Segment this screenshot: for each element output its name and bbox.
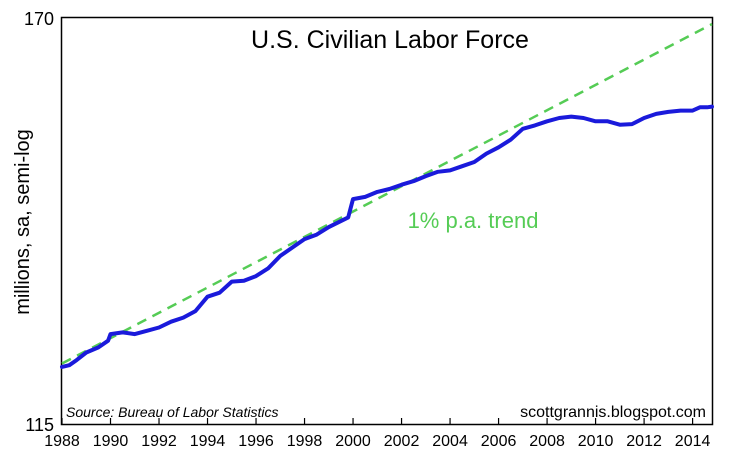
x-tick-label: 1996: [238, 433, 274, 450]
y-tick-label: 115: [25, 415, 54, 435]
x-tick-label: 2010: [578, 433, 614, 450]
x-tick-label: 1990: [93, 433, 129, 450]
x-tick-label: 2008: [529, 433, 565, 450]
x-tick-label: 1994: [190, 433, 226, 450]
x-tick-label: 2006: [481, 433, 517, 450]
x-tick-label: 2002: [384, 433, 420, 450]
labor-force-line: [60, 104, 714, 369]
x-tick-label: 2012: [626, 433, 662, 450]
y-axis: 115 170: [24, 9, 54, 435]
source-note: Source: Bureau of Labor Statistics: [66, 404, 278, 420]
x-axis: 1988 1990 1992 1994 1996 1998 2000 2002 2004 2006…: [44, 418, 710, 450]
x-tick-label: 1992: [141, 433, 177, 450]
y-tick-label: 170: [24, 9, 54, 29]
trend-line: [61, 22, 713, 365]
x-tick-label: 2014: [675, 433, 711, 450]
x-tick-label: 2000: [335, 433, 371, 450]
y-axis-label: millions, sa, semi-log: [12, 129, 34, 315]
plot-frame: [60, 16, 714, 426]
x-tick-label: 1998: [287, 433, 323, 450]
x-tick-label: 2004: [432, 433, 468, 450]
credit-note: scottgrannis.blogspot.com: [520, 404, 706, 421]
chart-title: U.S. Civilian Labor Force: [251, 26, 529, 54]
x-tick-label: 1988: [44, 433, 80, 450]
trend-annotation: 1% p.a. trend: [408, 208, 539, 233]
